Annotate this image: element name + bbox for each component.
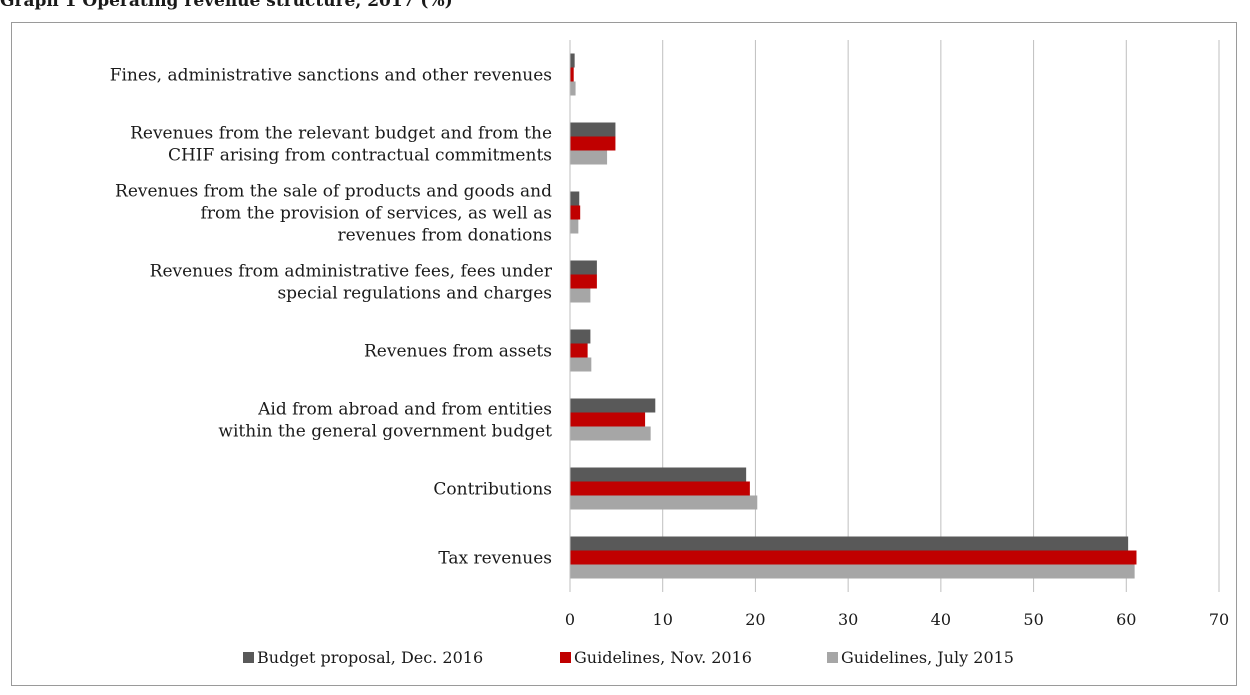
legend-swatch	[243, 652, 254, 663]
bar	[570, 150, 608, 165]
bar	[570, 288, 591, 303]
bar	[570, 191, 580, 206]
x-tick-label: 0	[565, 610, 575, 629]
category-label: from the provision of services, as well …	[201, 204, 552, 224]
bar	[570, 343, 588, 358]
bar	[570, 550, 1137, 565]
x-tick-label: 10	[653, 610, 673, 629]
bar	[570, 467, 747, 482]
x-tick-label: 50	[1023, 610, 1043, 629]
category-label: Revenues from assets	[364, 342, 552, 362]
bar	[570, 426, 651, 441]
x-tick-label: 40	[931, 610, 951, 629]
category-label: special regulations and charges	[277, 284, 552, 304]
category-label: Fines, administrative sanctions and othe…	[110, 66, 552, 86]
bar	[570, 274, 597, 289]
bar	[570, 67, 574, 82]
legend-label: Guidelines, July 2015	[841, 648, 1014, 667]
bar	[570, 536, 1129, 551]
category-label: revenues from donations	[338, 226, 553, 246]
chart-frame	[11, 22, 1237, 686]
bar	[570, 357, 592, 372]
bar	[570, 398, 656, 413]
x-tick-label: 20	[745, 610, 765, 629]
x-tick-label: 60	[1116, 610, 1136, 629]
bar	[570, 205, 581, 220]
category-label: Contributions	[433, 480, 552, 500]
legend-label: Guidelines, Nov. 2016	[574, 648, 752, 667]
bar	[570, 219, 579, 234]
category-label: Aid from abroad and from entities	[257, 400, 552, 420]
bar	[570, 329, 591, 344]
bar	[570, 260, 597, 275]
bar	[570, 81, 576, 96]
bar	[570, 122, 616, 137]
category-label: within the general government budget	[218, 422, 552, 442]
category-label: CHIF arising from contractual commitment…	[168, 146, 552, 166]
category-label: Revenues from the relevant budget and fr…	[130, 124, 552, 144]
x-tick-label: 30	[838, 610, 858, 629]
bar	[570, 136, 616, 151]
legend-swatch	[560, 652, 571, 663]
bar	[570, 412, 646, 427]
chart-title: Graph 1 Operating revenue structure, 201…	[0, 0, 453, 11]
bar	[570, 53, 575, 68]
bar	[570, 481, 750, 496]
category-label: Revenues from the sale of products and g…	[115, 182, 552, 202]
x-tick-label: 70	[1209, 610, 1229, 629]
legend-swatch	[827, 652, 838, 663]
category-label: Tax revenues	[438, 549, 552, 569]
category-label: Revenues from administrative fees, fees …	[150, 262, 553, 282]
bar	[570, 495, 758, 510]
legend-label: Budget proposal, Dec. 2016	[257, 648, 483, 667]
bar	[570, 564, 1135, 579]
